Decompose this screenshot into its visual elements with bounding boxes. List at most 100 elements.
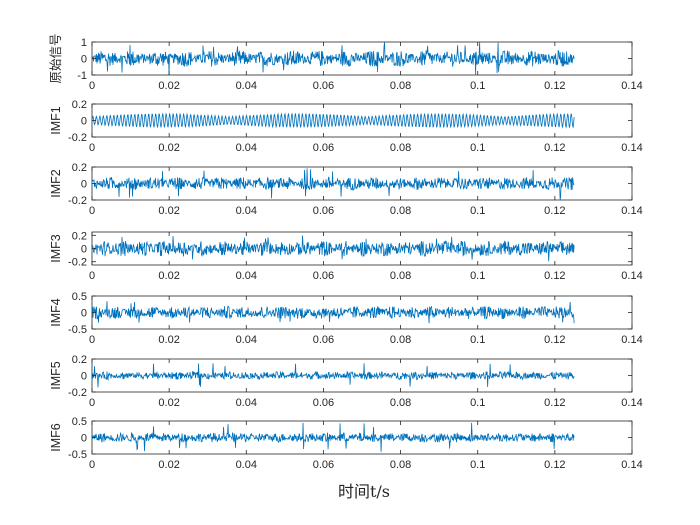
x-tick-label: 0.12 (544, 142, 565, 154)
x-tick-label: 0.08 (390, 334, 411, 346)
y-axis-label: IMF6 (49, 423, 63, 452)
x-tick-label: 0.08 (390, 270, 411, 282)
x-tick-label: 0.04 (236, 459, 257, 471)
x-tick-label: 0.04 (236, 205, 257, 217)
y-tick-label: -0.2 (68, 195, 87, 207)
y-tick-label: 0.2 (72, 354, 87, 366)
axes-box (91, 295, 633, 330)
x-tick-label: 0 (89, 397, 95, 409)
x-tick-label: 0.14 (621, 205, 642, 217)
x-tick-label: 0.02 (158, 397, 179, 409)
x-tick-label: 0.06 (313, 205, 334, 217)
x-tick-label: 0.12 (544, 205, 565, 217)
signal-line (91, 422, 575, 452)
y-axis-label: IMF1 (49, 106, 63, 135)
x-tick-label: 0.12 (544, 80, 565, 92)
x-tick-label: 0.1 (470, 397, 485, 409)
subplots-group: 10-10 0.02 0.04 0.06 0.08 0.1 0.12 0.14原始信号0.20… (49, 33, 643, 471)
x-tick-label: 0 (89, 205, 95, 217)
x-tick-label: 0.1 (470, 459, 485, 471)
x-tick-label: 0.06 (313, 459, 334, 471)
x-tick-label: 0.08 (390, 459, 411, 471)
x-tick-label: 0.02 (158, 80, 179, 92)
y-axis-label: IMF4 (49, 298, 63, 327)
x-tick-label: 0.1 (470, 270, 485, 282)
x-tick-label: 0.02 (158, 142, 179, 154)
x-tick-label: 0.12 (544, 334, 565, 346)
y-tick-label: 1 (81, 37, 87, 49)
x-tick-label: 0.1 (470, 205, 485, 217)
y-tick-label: -0.2 (68, 132, 87, 144)
x-tick-label: 0 (89, 270, 95, 282)
x-tick-label: 0.12 (544, 459, 565, 471)
y-axis-label: IMF2 (49, 169, 63, 198)
x-tick-label: 0.08 (390, 205, 411, 217)
x-tick-label: 0.06 (313, 270, 334, 282)
x-tick-label: 0.14 (621, 270, 642, 282)
x-tick-label: 0.12 (544, 270, 565, 282)
signal-line (91, 301, 575, 324)
y-tick-label: -0.2 (68, 257, 87, 269)
x-tick-label: 0.04 (236, 334, 257, 346)
x-tick-label: 0.02 (158, 205, 179, 217)
y-tick-label: -0.2 (68, 387, 87, 399)
y-tick-label: 0 (81, 116, 87, 128)
y-tick-label: -0.5 (68, 324, 87, 336)
signal-line (91, 235, 575, 262)
x-tick-label: 0.04 (236, 80, 257, 92)
x-tick-label: 0 (89, 459, 95, 471)
x-tick-label: 0.04 (236, 270, 257, 282)
x-tick-label: 0.06 (313, 80, 334, 92)
x-tick-label: 0 (89, 334, 95, 346)
x-tick-label: 0.14 (621, 142, 642, 154)
x-tick-label: 0.02 (158, 459, 179, 471)
x-tick-label: 0 (89, 80, 95, 92)
x-tick-label: 0.14 (621, 334, 642, 346)
x-tick-label: 0.06 (313, 334, 334, 346)
x-tick-label: 0.14 (621, 459, 642, 471)
y-tick-label: 0 (81, 371, 87, 383)
x-tick-label: 0.08 (390, 397, 411, 409)
y-axis-label: IMF5 (49, 361, 63, 390)
x-tick-label: 0.1 (470, 334, 485, 346)
x-tick-label: 0.02 (158, 334, 179, 346)
signal-line (91, 112, 575, 129)
y-tick-label: 0.5 (72, 291, 87, 303)
signal-line (91, 168, 575, 201)
signal-line (91, 42, 575, 75)
x-tick-label: 0.08 (390, 142, 411, 154)
y-axis-label: IMF3 (49, 234, 63, 263)
y-tick-label: 0 (81, 244, 87, 256)
y-tick-label: 0.2 (72, 99, 87, 111)
x-axis-label: 时间t/s (338, 482, 390, 501)
x-tick-label: 0.12 (544, 397, 565, 409)
x-tick-label: 0.14 (621, 80, 642, 92)
axes-box (91, 103, 633, 138)
subplot-IMF3: 0.2 0-0.20 0.02 0.04 0.06 0.08 0.1 0.12 0.14 IMF3 (49, 230, 643, 282)
y-tick-label: 0 (81, 54, 87, 66)
y-tick-label: -1 (77, 70, 87, 82)
x-tick-label: 0 (89, 142, 95, 154)
y-tick-label: 0 (81, 433, 87, 445)
x-tick-label: 0.02 (158, 270, 179, 282)
y-axis-label: 原始信号 (49, 33, 63, 83)
signal-line (91, 363, 575, 388)
x-tick-label: 0.04 (236, 397, 257, 409)
y-tick-label: 0.2 (72, 162, 87, 174)
x-tick-label: 0.1 (470, 142, 485, 154)
x-tick-label: 0.06 (313, 397, 334, 409)
y-tick-label: 0.5 (72, 416, 87, 428)
x-tick-label: 0.1 (470, 80, 485, 92)
y-tick-label: 0 (81, 308, 87, 320)
y-tick-label: 0 (81, 179, 87, 191)
x-tick-label: 0.14 (621, 397, 642, 409)
y-tick-label: 0.2 (72, 230, 87, 242)
x-tick-label: 0.08 (390, 80, 411, 92)
